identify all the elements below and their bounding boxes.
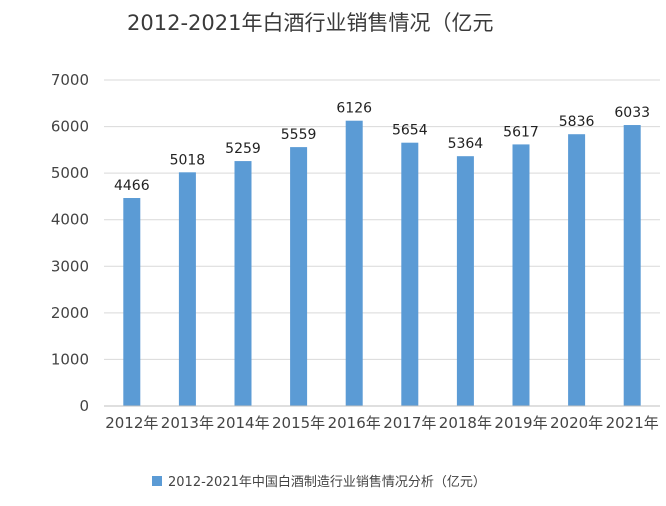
x-tick-label: 2017年 xyxy=(383,414,436,432)
data-label: 5259 xyxy=(225,141,261,157)
bar xyxy=(234,161,252,406)
y-tick-label: 5000 xyxy=(51,164,89,182)
legend: 2012-2021年中国白酒制造行业销售情况分析（亿元） xyxy=(152,474,486,490)
data-label: 5018 xyxy=(170,152,206,168)
data-label: 5617 xyxy=(503,124,539,140)
x-tick-label: 2014年 xyxy=(216,414,269,432)
bar xyxy=(512,144,530,407)
bar xyxy=(178,172,196,406)
chart-title: 2012-2021年白酒行业销售情况（亿元 xyxy=(127,11,493,35)
bar xyxy=(123,198,141,406)
data-label: 6033 xyxy=(614,105,650,121)
data-label: 5559 xyxy=(281,127,317,143)
data-label: 5654 xyxy=(392,123,428,139)
legend-swatch xyxy=(152,476,162,486)
data-label: 5836 xyxy=(559,114,595,130)
x-tick-label: 2016年 xyxy=(328,414,381,432)
bar xyxy=(623,125,641,406)
x-tick-label: 2012年 xyxy=(105,414,158,432)
legend-label: 2012-2021年中国白酒制造行业销售情况分析（亿元） xyxy=(168,474,486,490)
x-tick-label: 2015年 xyxy=(272,414,325,432)
x-tick-label: 2019年 xyxy=(494,414,547,432)
y-tick-label: 7000 xyxy=(51,71,89,89)
bar xyxy=(345,120,363,406)
x-tick-label: 2021年 xyxy=(606,414,659,432)
bar xyxy=(401,142,419,406)
y-axis-ticks: 0 1000 2000 3000 4000 5000 6000 7000 xyxy=(51,71,89,415)
data-label: 5364 xyxy=(448,136,484,152)
x-axis-ticks: 2012年 2013年 2014年 2015年 2016年 2017年 2018年 2019年… xyxy=(105,414,659,432)
bar xyxy=(290,147,308,406)
x-tick-label: 2018年 xyxy=(439,414,492,432)
gridlines xyxy=(104,79,660,360)
y-tick-label: 0 xyxy=(79,397,89,415)
y-tick-label: 1000 xyxy=(51,350,89,368)
data-labels: 4466 5018 5259 5559 6126 5654 5364 5617 5836 6033 xyxy=(114,101,650,194)
y-tick-label: 3000 xyxy=(51,257,89,275)
bar xyxy=(456,156,474,406)
x-tick-label: 2020年 xyxy=(550,414,603,432)
x-tick-label: 2013年 xyxy=(161,414,214,432)
y-tick-label: 2000 xyxy=(51,304,89,322)
data-label: 6126 xyxy=(336,101,372,117)
y-tick-label: 4000 xyxy=(51,211,89,229)
bars xyxy=(123,120,641,407)
data-label: 4466 xyxy=(114,178,150,194)
y-tick-label: 6000 xyxy=(51,118,89,136)
bar xyxy=(568,134,586,406)
